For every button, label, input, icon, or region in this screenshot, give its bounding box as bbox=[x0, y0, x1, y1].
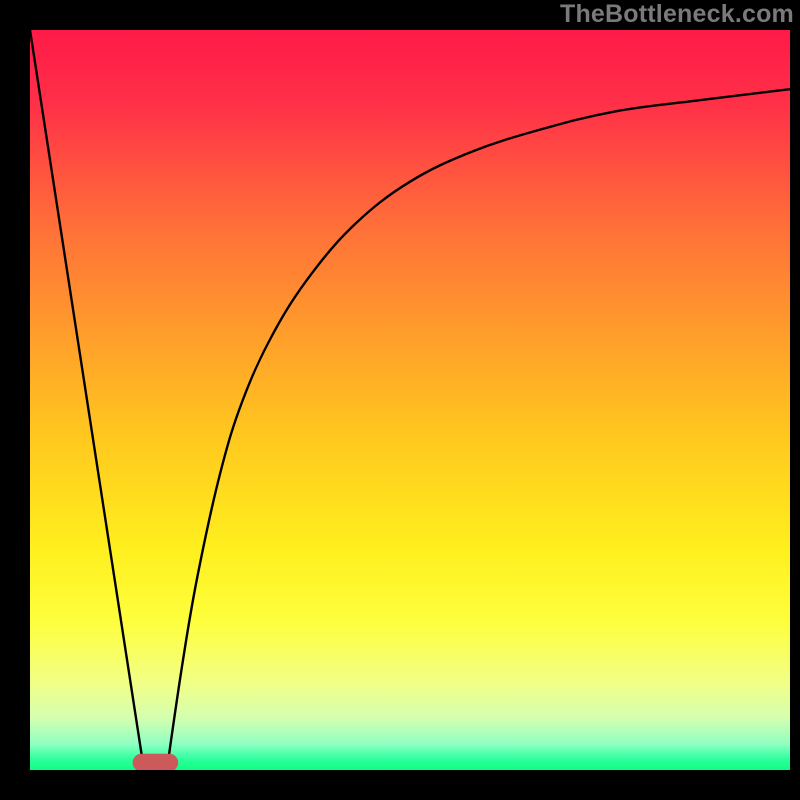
curve-right-branch bbox=[167, 89, 790, 770]
curve-left-branch bbox=[30, 30, 144, 770]
plot-area bbox=[30, 30, 790, 770]
minimum-marker bbox=[133, 754, 179, 770]
watermark-label: TheBottleneck.com bbox=[560, 0, 794, 29]
bottleneck-chart: TheBottleneck.com bbox=[0, 0, 800, 800]
curve-layer bbox=[30, 30, 790, 770]
